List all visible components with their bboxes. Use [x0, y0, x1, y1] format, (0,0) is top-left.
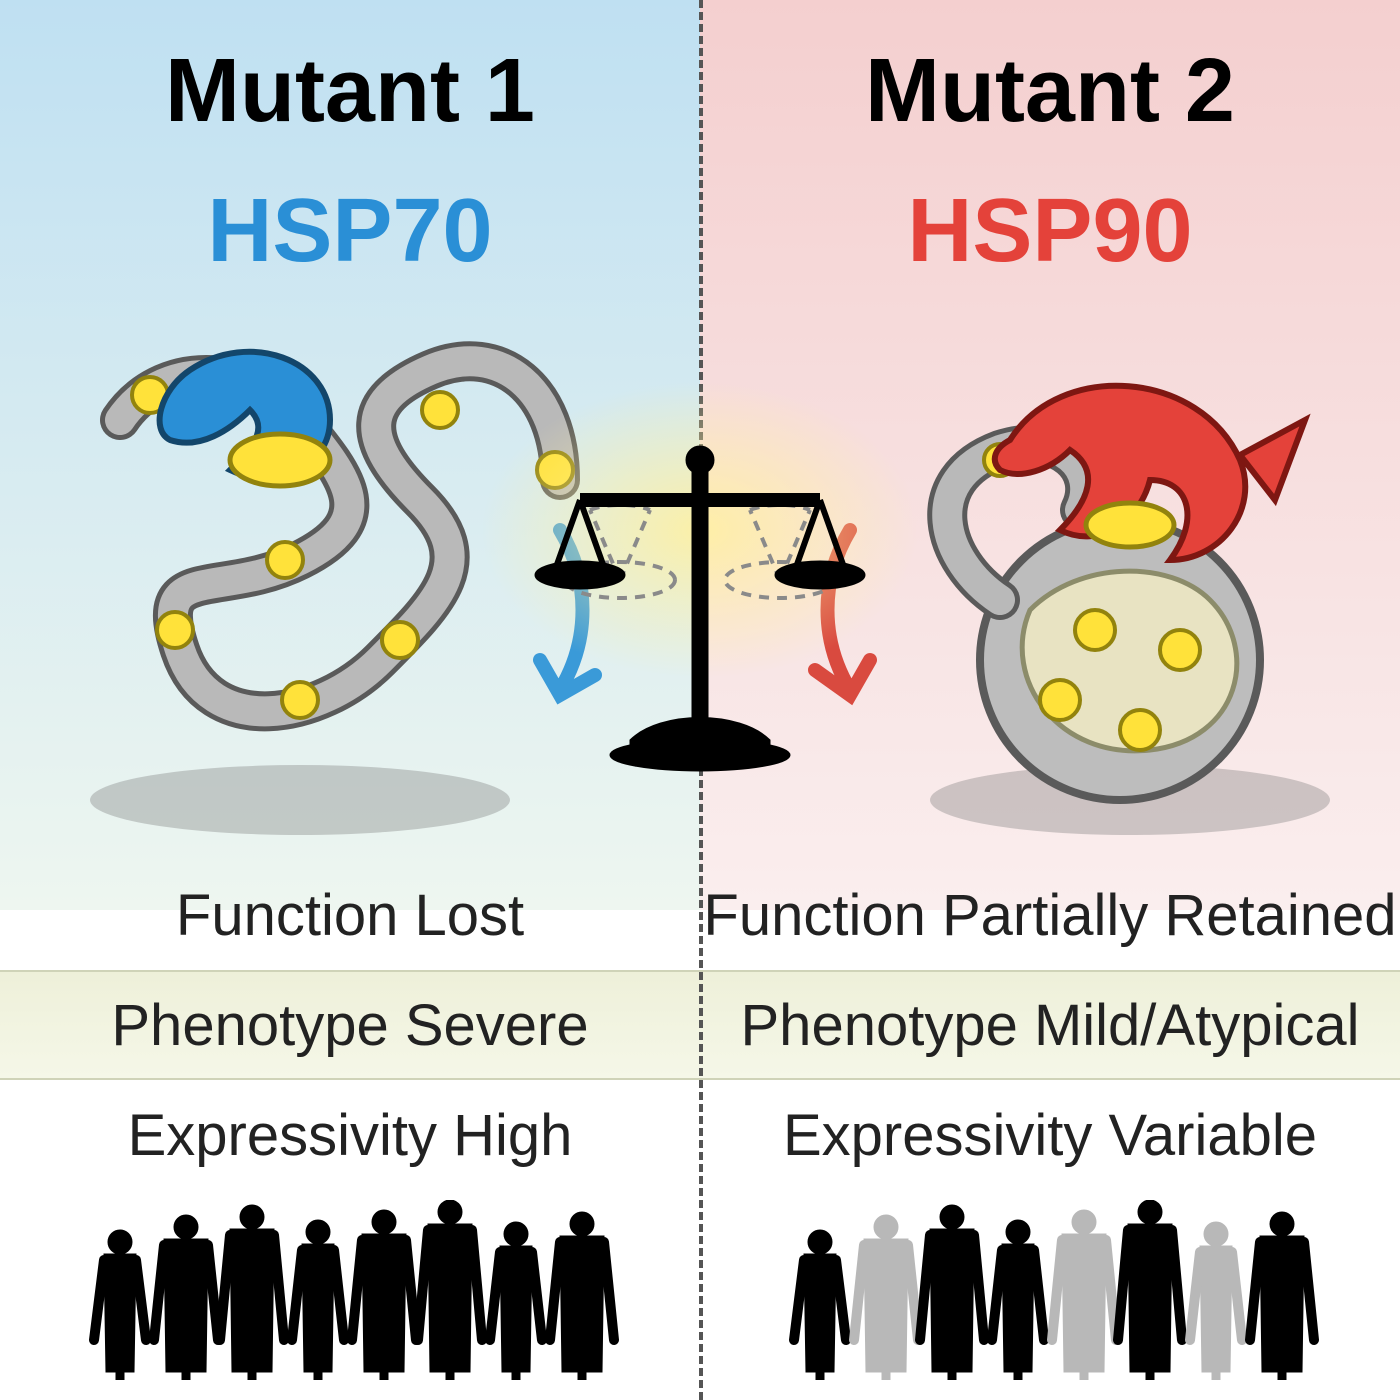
infographic-canvas: Mutant 1 Mutant 2 HSP70 HSP90 — [0, 0, 1400, 1400]
balance-scale-icon — [520, 400, 880, 800]
left-function-text: Function Lost — [0, 860, 700, 970]
left-hsp-label: HSP70 — [0, 180, 700, 283]
right-expressivity-text: Expressivity Variable — [700, 1080, 1400, 1190]
right-phenotype-text: Phenotype Mild/Atypical — [700, 972, 1400, 1078]
right-hsp-label: HSP90 — [700, 180, 1400, 283]
left-expressivity-text: Expressivity High — [0, 1080, 700, 1190]
right-people-group — [700, 1190, 1400, 1380]
right-title: Mutant 2 — [700, 40, 1400, 143]
left-phenotype-text: Phenotype Severe — [0, 972, 700, 1078]
right-function-text: Function Partially Retained — [700, 860, 1400, 970]
left-title: Mutant 1 — [0, 40, 700, 143]
left-people-group — [0, 1190, 700, 1380]
